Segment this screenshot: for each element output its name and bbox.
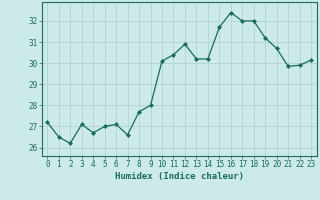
X-axis label: Humidex (Indice chaleur): Humidex (Indice chaleur)	[115, 172, 244, 181]
